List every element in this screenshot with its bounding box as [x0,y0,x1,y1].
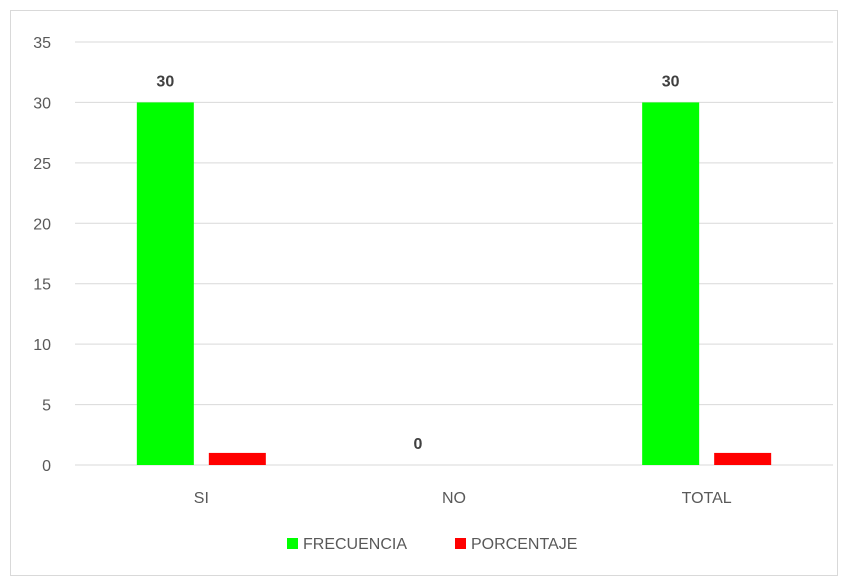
x-tick-label: TOTAL [682,490,732,507]
y-tick-label: 15 [33,277,51,294]
legend-label-porcentaje: PORCENTAJE [471,536,577,553]
x-tick-label: SI [194,490,209,507]
bars [136,102,772,465]
data-label: 30 [662,73,680,90]
y-tick-label: 35 [33,35,51,52]
bar-frecuencia-si [136,102,194,465]
legend-label-frecuencia: FRECUENCIA [303,536,407,553]
legend-swatch-frecuencia [287,538,298,549]
bar-porcentaje-si [208,452,266,465]
y-axis-ticks: 0 5 10 15 20 25 30 35 [33,35,51,475]
y-tick-label: 10 [33,337,51,354]
data-label: 0 [414,436,423,453]
x-axis-ticks: SI NO TOTAL [194,490,732,507]
data-labels: 30 0 30 [156,73,679,453]
y-tick-label: 20 [33,216,51,233]
y-tick-label: 0 [42,458,51,475]
x-tick-label: NO [442,490,466,507]
gridlines [75,41,833,466]
y-tick-label: 30 [33,95,51,112]
bar-porcentaje-total [714,452,772,465]
legend: FRECUENCIA PORCENTAJE [287,536,577,553]
y-tick-label: 25 [33,156,51,173]
legend-swatch-porcentaje [455,538,466,549]
data-label: 30 [156,73,174,90]
bar-frecuencia-total [642,102,700,465]
y-tick-label: 5 [42,398,51,415]
